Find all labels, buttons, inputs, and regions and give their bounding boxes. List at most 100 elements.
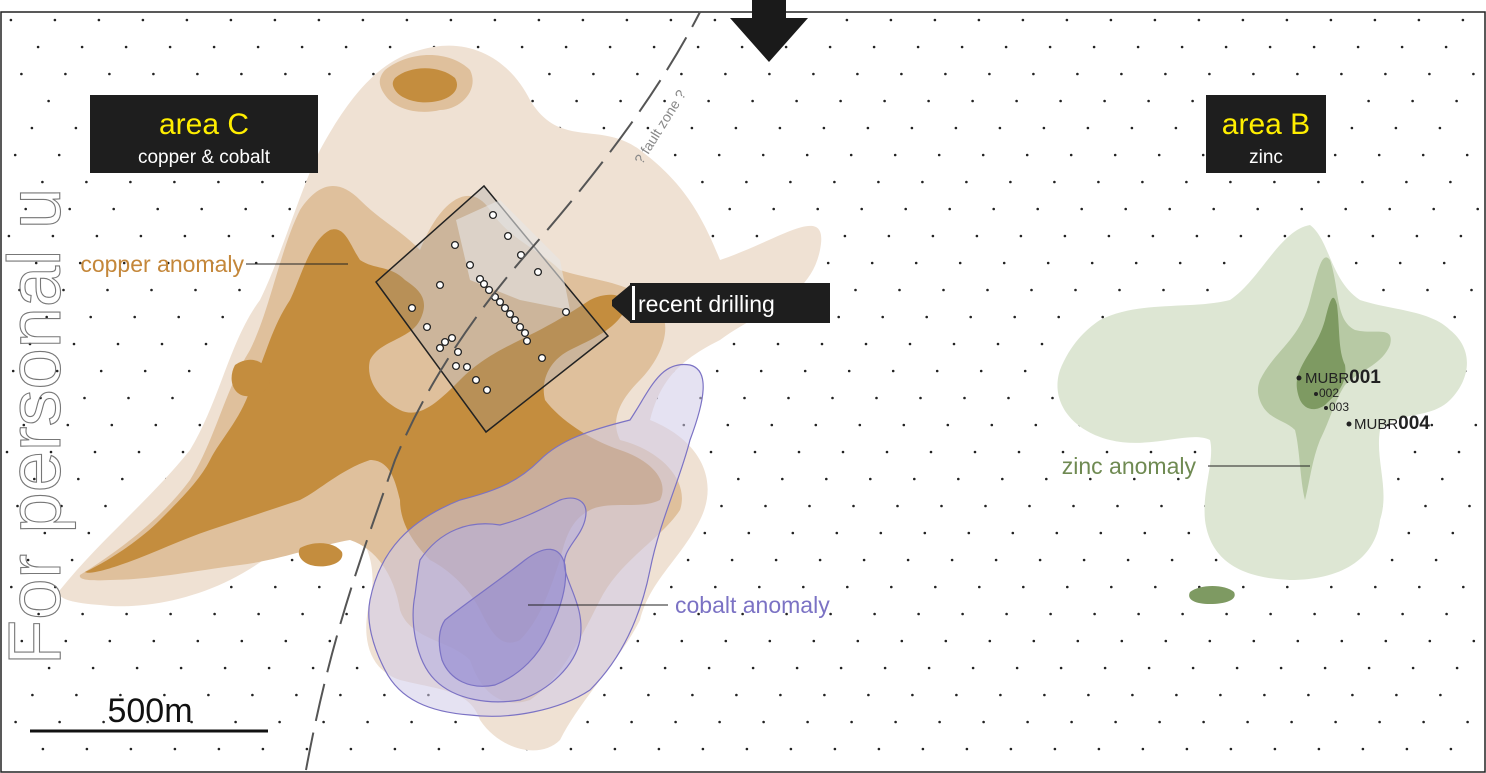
sample-point	[1004, 45, 1008, 49]
sample-point	[772, 207, 775, 211]
sample-point	[741, 612, 744, 616]
drill-collar	[522, 336, 532, 346]
sample-point	[770, 423, 774, 427]
sample-point	[1317, 747, 1321, 751]
sample-point	[49, 450, 53, 454]
recent-drilling-label-bar	[632, 286, 635, 320]
sample-point	[608, 45, 612, 49]
sample-point	[1015, 666, 1019, 670]
cobalt-anomaly-label: cobalt anomaly	[675, 592, 830, 618]
sample-point	[747, 531, 751, 535]
sample-point	[1273, 180, 1276, 184]
sample-point	[1453, 315, 1456, 319]
sample-point	[305, 747, 309, 751]
sample-point	[858, 423, 862, 427]
sample-point	[718, 720, 721, 724]
sample-point	[72, 342, 76, 346]
drilling-box	[374, 184, 610, 434]
sample-point	[908, 342, 912, 346]
sample-point	[1131, 693, 1134, 697]
area-b-subtitle: zinc	[1249, 147, 1283, 168]
sample-point	[759, 369, 763, 373]
sample-point	[1193, 450, 1197, 454]
sample-point	[1086, 126, 1090, 130]
sample-point	[1235, 666, 1239, 670]
sample-point	[998, 126, 1002, 130]
sample-point	[20, 639, 24, 643]
sample-point	[785, 612, 788, 616]
sample-point	[14, 720, 17, 724]
sample-point	[869, 477, 872, 481]
drill-collar	[482, 385, 492, 395]
sample-point	[823, 693, 826, 697]
sample-point	[177, 315, 180, 319]
sample-point	[826, 261, 830, 265]
sample-point	[383, 693, 386, 697]
sample-point	[437, 747, 441, 751]
sample-point	[1290, 720, 1293, 724]
sample-point	[653, 612, 656, 616]
sample-point	[717, 153, 721, 157]
sample-point	[726, 423, 730, 427]
sample-point	[1455, 666, 1459, 670]
sample-point	[866, 126, 870, 130]
sample-point	[1462, 585, 1465, 589]
sample-point	[1357, 612, 1360, 616]
sample-point	[586, 720, 589, 724]
sample-point	[173, 747, 177, 751]
sample-point	[893, 153, 897, 157]
sample-point	[143, 369, 147, 373]
sample-point	[166, 261, 170, 265]
sample-point	[904, 207, 907, 211]
sample-point	[1090, 261, 1094, 265]
drill-collar	[515, 322, 525, 332]
drill-collar	[471, 375, 481, 385]
sample-point	[1459, 234, 1463, 238]
sample-point	[55, 369, 59, 373]
sample-point	[973, 450, 977, 454]
sample-point	[879, 531, 883, 535]
sample-point	[68, 207, 71, 211]
sample-point	[803, 369, 807, 373]
area-c-subtitle: copper & cobalt	[138, 147, 271, 168]
sample-point	[45, 315, 48, 319]
sample-point	[1367, 666, 1371, 670]
sample-point	[173, 180, 176, 184]
sample-point	[1055, 531, 1059, 535]
sample-point	[1208, 72, 1211, 76]
sample-point	[33, 477, 36, 481]
recent-drilling-label: recent drilling	[612, 283, 830, 323]
sample-point	[7, 234, 11, 238]
drill-collar	[505, 309, 515, 319]
sample-point	[825, 477, 828, 481]
sample-point	[108, 72, 111, 76]
sample-point	[1154, 585, 1157, 589]
sample-point	[152, 72, 155, 76]
sample-point	[1323, 666, 1327, 670]
sample-point	[1191, 666, 1195, 670]
drill-collar	[435, 343, 445, 353]
sample-point	[1279, 666, 1283, 670]
sample-point	[663, 99, 666, 103]
sample-point	[481, 747, 485, 751]
sample-point	[339, 693, 342, 697]
sample-point	[1201, 153, 1205, 157]
sample-point	[150, 288, 153, 292]
sample-point	[77, 477, 80, 481]
sample-point	[1072, 504, 1075, 508]
sample-point	[244, 207, 247, 211]
sample-point	[366, 720, 369, 724]
copper-anomaly-high-low	[298, 543, 343, 567]
sample-point	[230, 585, 233, 589]
sample-point	[1153, 18, 1157, 22]
sample-point	[957, 477, 960, 481]
sample-point	[900, 72, 903, 76]
scale-bar-label: 500m	[107, 692, 192, 730]
sample-point	[1076, 72, 1079, 76]
sample-point	[108, 639, 112, 643]
sample-point	[1103, 666, 1107, 670]
sample-point	[680, 72, 683, 76]
sample-point	[711, 234, 715, 238]
sample-point	[1430, 423, 1434, 427]
sample-point	[328, 72, 331, 76]
